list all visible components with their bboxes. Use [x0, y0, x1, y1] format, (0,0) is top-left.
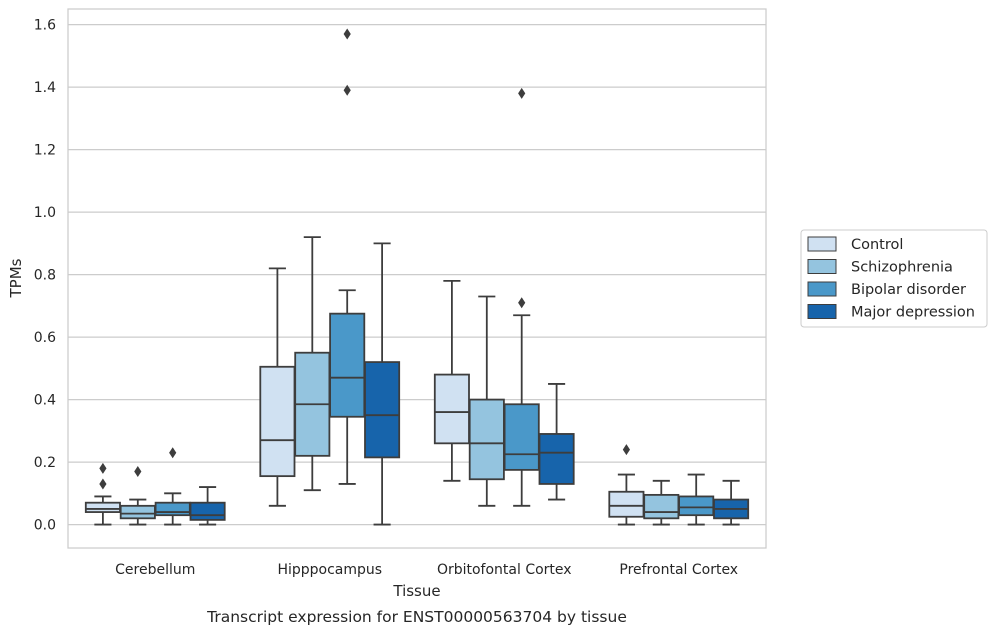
legend-label: Major depression [851, 305, 975, 321]
y-tick-label: 0.0 [34, 518, 56, 534]
legend-items: Control Schizophrenia Bipolar disorder Majo… [807, 236, 975, 321]
box-2-3 [678, 473, 715, 526]
box-0-2 [433, 279, 470, 482]
box-body [259, 365, 296, 478]
outlier-point [343, 28, 351, 40]
outlier-point [343, 84, 351, 96]
legend-label: Schizophrenia [851, 260, 953, 276]
outlier-point [99, 462, 107, 474]
box-body [678, 495, 715, 517]
y-tick-label: 0.4 [34, 393, 56, 409]
box-3-3 [713, 479, 750, 526]
box-1-1 [294, 236, 331, 492]
box-3-2 [538, 383, 575, 501]
legend-swatch [807, 236, 837, 252]
outlier-point [134, 465, 142, 477]
y-tick-label: 1.2 [34, 143, 56, 159]
x-tick-labels: Cerebellum Hipppocampus Orbitofontal Corte… [115, 562, 738, 578]
box-body [189, 501, 226, 521]
y-tick-label: 0.8 [34, 268, 56, 284]
box-0-3 [608, 444, 645, 526]
legend-swatch [807, 281, 837, 297]
legend-swatch [807, 259, 837, 274]
x-tick-label: Orbitofontal Cortex [437, 562, 572, 578]
box-1-3 [643, 479, 680, 526]
y-tick-label: 0.2 [34, 455, 56, 471]
box-1-0 [119, 465, 156, 526]
y-tick-label: 0.6 [34, 330, 56, 346]
y-tick-label: 1.6 [34, 18, 56, 34]
box-2-1 [329, 28, 366, 485]
box-body [433, 373, 470, 445]
outlier-point [99, 478, 107, 490]
outlier-point [169, 447, 177, 459]
box-body [538, 433, 575, 485]
outlier-point [622, 444, 630, 456]
legend-frame [800, 229, 988, 328]
x-tick-label: Cerebellum [115, 562, 195, 578]
plot-area [68, 9, 766, 548]
box-body [643, 493, 680, 520]
outlier-point [518, 87, 526, 99]
box-body [84, 501, 121, 513]
plot-frame [67, 8, 767, 549]
box-layer [84, 28, 750, 526]
y-tick-label: 1.4 [34, 80, 56, 96]
grid-layer [68, 23, 766, 526]
chart-caption: Transcript expression for ENST0000056370… [206, 608, 627, 626]
y-tick-label: 1.0 [34, 205, 56, 221]
box-0-1 [259, 267, 296, 507]
box-2-2 [503, 87, 540, 507]
box-body [608, 490, 645, 518]
box-body [119, 504, 156, 520]
y-axis-title: TPMs [7, 258, 25, 298]
legend-label: Bipolar disorder [851, 282, 966, 298]
legend-swatch [807, 304, 837, 319]
x-tick-label: Hipppocampus [277, 562, 382, 578]
legend: Control Schizophrenia Bipolar disorder Majo… [800, 229, 988, 328]
x-tick-label: Prefrontal Cortex [619, 562, 738, 578]
box-body [329, 312, 366, 418]
x-axis-title: Tissue [392, 582, 440, 600]
box-body [503, 403, 540, 471]
box-3-1 [364, 242, 401, 526]
legend-label: Control [851, 237, 903, 253]
y-tick-labels: 0.0 0.2 0.4 0.6 0.8 1.0 1.2 1.4 1.6 [34, 18, 56, 534]
box-body [468, 398, 505, 481]
outlier-point [518, 297, 526, 309]
box-3-0 [189, 486, 226, 526]
box-body [154, 501, 191, 517]
box-body [364, 361, 401, 459]
